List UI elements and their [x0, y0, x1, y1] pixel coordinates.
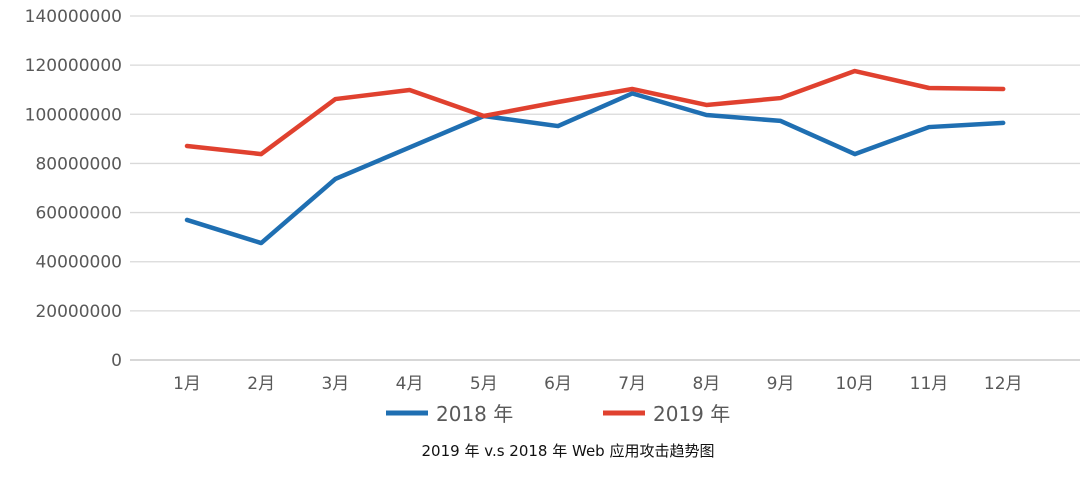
x-tick-label: 8月	[692, 374, 720, 394]
x-tick-label: 1月	[173, 374, 201, 394]
x-tick-label: 11月	[910, 374, 949, 394]
y-tick-label: 100000000	[25, 105, 122, 125]
legend-label: 2019 年	[653, 402, 730, 426]
x-tick-label: 5月	[470, 374, 498, 394]
x-tick-label: 9月	[767, 374, 795, 394]
x-tick-label: 7月	[618, 374, 646, 394]
chart-title: 2019 年 v.s 2018 年 Web 应用攻击趋势图	[422, 442, 715, 460]
x-tick-label: 2月	[247, 374, 275, 394]
legend-label: 2018 年	[436, 402, 513, 426]
x-tick-label: 4月	[396, 374, 424, 394]
y-tick-label: 60000000	[35, 204, 122, 224]
series-line-0	[184, 91, 1006, 246]
y-tick-label: 120000000	[25, 56, 122, 76]
y-tick-label: 140000000	[25, 7, 122, 27]
x-tick-label: 3月	[321, 374, 349, 394]
y-tick-label: 0	[111, 351, 122, 371]
x-tick-label: 12月	[984, 374, 1023, 394]
y-tick-label: 40000000	[35, 253, 122, 273]
series-line-1	[184, 68, 1006, 157]
y-tick-label: 20000000	[35, 302, 122, 322]
x-tick-label: 10月	[835, 374, 874, 394]
x-tick-label: 6月	[544, 374, 572, 394]
y-tick-label: 80000000	[35, 154, 122, 174]
